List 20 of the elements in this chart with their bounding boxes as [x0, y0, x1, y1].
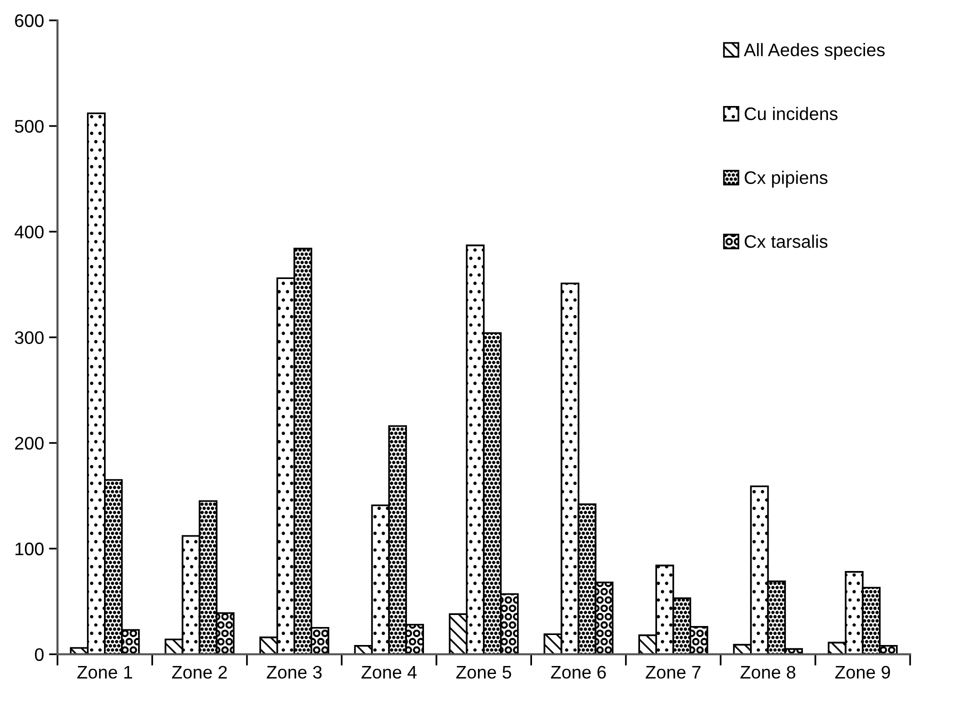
x-tick-label: Zone 4	[362, 666, 417, 679]
x-tick-label: Zone 8	[740, 666, 796, 679]
y-tick-label: 100	[16, 542, 44, 556]
y-tick-label: 0	[34, 648, 44, 661]
y-tick-label: 400	[14, 226, 44, 238]
x-tick-label: Zone 9	[835, 666, 890, 679]
y-tick-label: 200	[15, 436, 44, 450]
legend-label: Cx pipiens	[744, 170, 828, 188]
y-tick-label: 300	[14, 331, 44, 344]
y-tick-label: 500	[14, 120, 44, 133]
legend-label: Cx tarsalis	[744, 234, 828, 248]
x-tick-label: Zone 7	[646, 666, 700, 679]
legend-label: Cu incidens	[744, 106, 838, 120]
x-tick-label: Zone 1	[77, 666, 132, 679]
x-tick-label: Zone 6	[550, 666, 606, 679]
legend-label: All Aedes species	[744, 43, 885, 60]
x-tick-label: Zone 3	[266, 666, 322, 679]
x-tick-label: Zone 2	[172, 666, 227, 679]
x-tick-label: Zone 5	[456, 666, 512, 679]
y-tick-label: 600	[15, 14, 44, 28]
